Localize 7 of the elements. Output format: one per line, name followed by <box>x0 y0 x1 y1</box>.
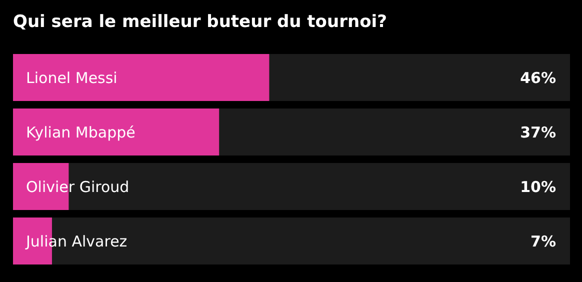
data-label: 10% <box>520 178 556 196</box>
data-label: 37% <box>520 123 556 142</box>
chart-title: Qui sera le meilleur buteur du tournoi? <box>13 12 387 32</box>
y-tick-label: Kylian Mbappé <box>26 123 136 142</box>
y-tick-label: Lionel Messi <box>26 68 118 87</box>
data-label: 7% <box>530 232 556 250</box>
data-label: 46% <box>520 68 556 87</box>
